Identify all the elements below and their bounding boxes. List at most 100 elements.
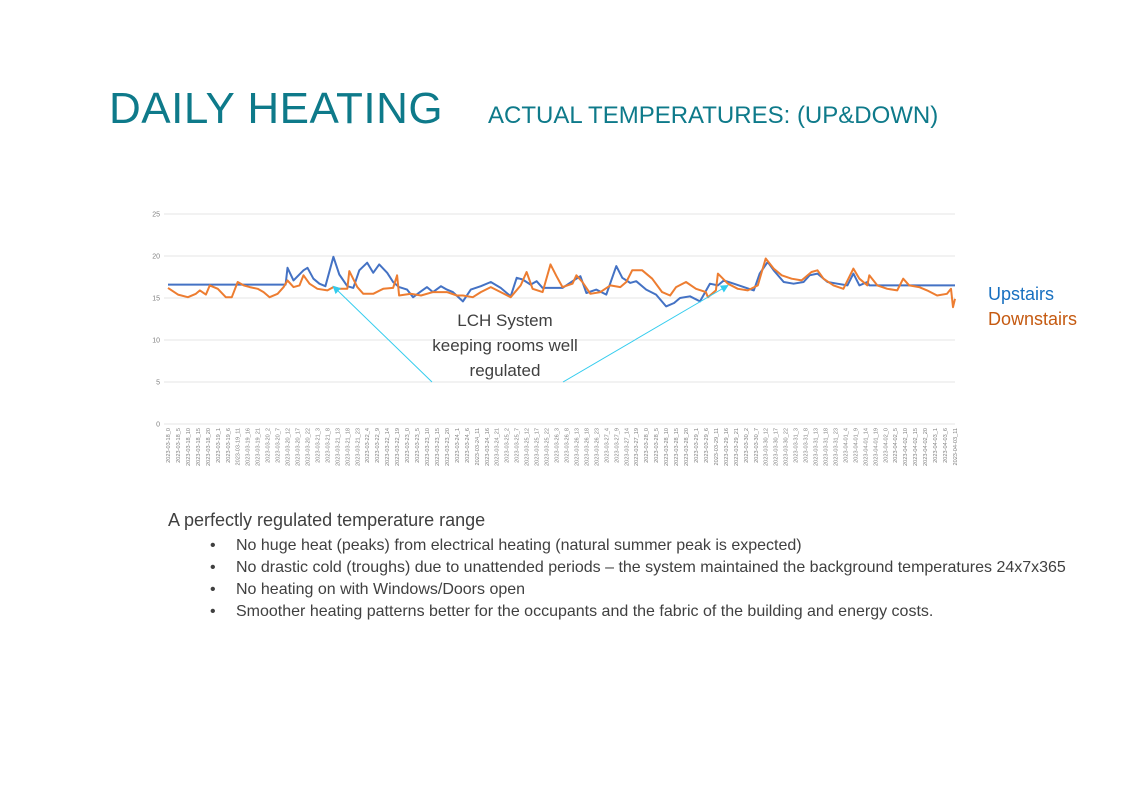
x-tick-label: 2023-03-27_14	[624, 428, 630, 466]
x-tick-label: 2023-03-24_6	[465, 428, 471, 463]
bullet-item: • Smoother heating patterns better for th…	[210, 601, 1070, 623]
x-tick-label: 2023-03-29_16	[724, 428, 730, 466]
x-tick-label: 2023-03-29_11	[714, 428, 720, 466]
y-tick-label: 0	[156, 422, 160, 429]
x-tick-label: 2023-03-19_16	[246, 428, 252, 466]
x-tick-label: 2023-04-02_10	[903, 428, 909, 466]
bullet-text: No heating on with Windows/Doors open	[236, 581, 526, 598]
chart-subtitle: ACTUAL TEMPERATURES: (UP&DOWN)	[488, 102, 939, 129]
x-tick-label: 2023-03-31_23	[833, 428, 839, 466]
x-tick-label: 2023-03-21_18	[345, 428, 351, 466]
x-tick-label: 2023-03-31_18	[823, 428, 829, 466]
legend-downstairs: Downstairs	[988, 309, 1078, 329]
bullet-icon: •	[210, 537, 216, 554]
x-tick-label: 2023-03-23_5	[415, 428, 421, 463]
bullet-item: • No drastic cold (troughs) due to unatte…	[210, 557, 1070, 579]
x-tick-label: 2023-03-30_12	[764, 428, 770, 466]
annotation-line: keeping rooms well	[432, 336, 578, 355]
x-tick-label: 2023-03-18_15	[196, 428, 202, 466]
bullet-item: • No heating on with Windows/Doors open	[210, 579, 1070, 601]
x-tick-label: 2023-04-02_20	[923, 428, 929, 466]
x-tick-label: 2023-03-26_23	[594, 428, 600, 466]
x-tick-label: 2023-03-20_2	[266, 428, 272, 463]
bullet-item: • No huge heat (peaks) from electrical he…	[210, 535, 1070, 557]
x-tick-label: 2023-03-23_20	[445, 428, 451, 466]
x-tick-label: 2023-03-20_12	[286, 428, 292, 466]
x-tick-label: 2023-03-28_15	[674, 428, 680, 466]
bullet-text: Smoother heating patterns better for the…	[236, 603, 934, 620]
x-tick-label: 2023-04-01_19	[873, 428, 879, 466]
x-tick-label: 2023-04-01_4	[843, 428, 849, 463]
x-tick-label: 2023-03-31_13	[814, 428, 820, 466]
x-tick-label: 2023-03-31_8	[804, 428, 810, 463]
x-tick-label: 2023-03-18_10	[186, 428, 192, 466]
x-tick-label: 2023-03-19_6	[226, 428, 232, 463]
annotation-line: regulated	[469, 361, 541, 380]
summary-bullets: • No huge heat (peaks) from electrical he…	[210, 535, 1070, 623]
chart-annotation: LCH System keeping rooms well regulated	[405, 308, 605, 383]
annotation-line: LCH System	[457, 311, 553, 330]
x-tick-label: 2023-03-23_0	[405, 428, 411, 463]
x-tick-label: 2023-03-20_17	[296, 428, 302, 466]
x-tick-label: 2023-04-02_15	[913, 428, 919, 466]
x-tick-label: 2023-03-30_2	[744, 428, 750, 463]
y-tick-label: 5	[156, 380, 160, 387]
bullet-text: No huge heat (peaks) from electrical hea…	[236, 537, 802, 554]
x-tick-label: 2023-03-28_0	[644, 428, 650, 463]
x-tick-label: 2023-03-22_14	[385, 428, 391, 466]
x-tick-label: 2023-03-28_5	[654, 428, 660, 463]
x-tick-label: 2023-03-23_10	[425, 428, 431, 466]
x-tick-label: 2023-03-24_1	[455, 428, 461, 463]
x-tick-label: 2023-03-28_10	[664, 428, 670, 466]
x-tick-label: 2023-03-30_17	[774, 428, 780, 466]
series-line-upstairs	[168, 255, 955, 308]
x-tick-label: 2023-04-01_14	[863, 428, 869, 466]
x-tick-label: 2023-04-02_0	[883, 428, 889, 463]
bullet-text: No drastic cold (troughs) due to unatten…	[236, 559, 1066, 576]
x-tick-label: 2023-03-21_23	[355, 428, 361, 466]
x-tick-label: 2023-03-29_21	[734, 428, 740, 466]
x-tick-label: 2023-03-22_4	[365, 428, 371, 463]
x-tick-label: 2023-03-25_22	[545, 428, 551, 466]
bullet-icon: •	[210, 603, 216, 620]
y-tick-label: 20	[152, 254, 160, 261]
x-tick-label: 2023-03-24_11	[475, 428, 481, 466]
x-tick-label: 2023-04-01_9	[853, 428, 859, 463]
x-tick-label: 2023-04-02_5	[893, 428, 899, 463]
bullet-icon: •	[210, 581, 216, 598]
x-tick-label: 2023-03-22_9	[375, 428, 381, 463]
x-tick-label: 2023-03-19_21	[256, 428, 262, 466]
x-tick-label: 2023-03-27_9	[614, 428, 620, 463]
x-tick-label: 2023-03-19_1	[216, 428, 222, 463]
page-title: DAILY HEATING	[109, 84, 444, 133]
bullet-icon: •	[210, 559, 216, 576]
x-tick-label: 2023-03-30_7	[754, 428, 760, 463]
x-tick-label: 2023-03-23_15	[435, 428, 441, 466]
x-tick-label: 2023-03-31_3	[794, 428, 800, 463]
x-tick-label: 2023-03-29_6	[704, 428, 710, 463]
x-tick-label: 2023-03-26_8	[564, 428, 570, 463]
x-tick-label: 2023-03-21_13	[335, 428, 341, 466]
x-tick-label: 2023-03-20_22	[305, 428, 311, 466]
y-tick-label: 10	[152, 338, 160, 345]
annotation-arrow-left	[332, 285, 433, 383]
x-tick-label: 2023-03-25_7	[515, 428, 521, 463]
x-tick-label: 2023-03-24_16	[485, 428, 491, 466]
series-line-downstairs	[167, 257, 956, 309]
x-tick-label: 2023-03-21_8	[325, 428, 331, 463]
x-tick-label: 2023-03-28_20	[684, 428, 690, 466]
x-tick-label: 2023-04-03_6	[943, 428, 949, 463]
x-tick-label: 2023-03-24_21	[495, 428, 501, 466]
y-tick-label: 25	[152, 212, 160, 219]
x-tick-label: 2023-03-25_2	[505, 428, 511, 463]
x-tick-label: 2023-03-29_1	[694, 428, 700, 463]
summary-heading: A perfectly regulated temperature range	[168, 510, 486, 530]
x-tick-label: 2023-03-20_7	[276, 428, 282, 463]
x-tick-label: 2023-03-27_19	[634, 428, 640, 466]
x-tick-label: 2023-03-21_3	[315, 428, 321, 463]
x-tick-label: 2023-03-27_4	[604, 428, 610, 463]
x-tick-label: 2023-03-26_3	[555, 428, 561, 463]
x-tick-label: 2023-03-19_11	[236, 428, 242, 466]
x-tick-label: 2023-03-26_18	[584, 428, 590, 466]
